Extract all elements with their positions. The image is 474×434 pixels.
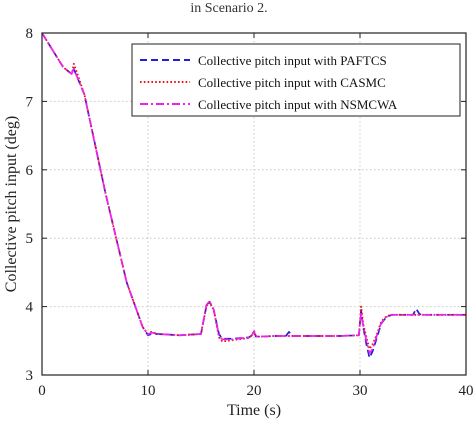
x-tick-label: 20 bbox=[247, 383, 262, 399]
legend-entry-3: Collective pitch input with NSMCWA bbox=[198, 97, 398, 112]
y-tick-label: 4 bbox=[26, 300, 34, 316]
legend-box bbox=[131, 43, 461, 117]
series-line-3 bbox=[41, 32, 466, 354]
legend-entry-2: Collective pitch input with CASMC bbox=[198, 75, 386, 90]
axis-ticks: 0 10 20 30 40 3 4 5 6 7 8 bbox=[26, 26, 474, 399]
y-tick-label: 3 bbox=[26, 368, 34, 384]
y-axis-label: Collective pitch input (deg) bbox=[3, 116, 20, 292]
y-tick-label: 8 bbox=[26, 26, 34, 42]
series-lines bbox=[41, 32, 466, 359]
legend: Collective pitch input with PAFTCS Collec… bbox=[131, 43, 461, 117]
legend-entry-1: Collective pitch input with PAFTCS bbox=[198, 53, 387, 68]
y-tick-label: 6 bbox=[26, 163, 34, 179]
y-tick-label: 5 bbox=[26, 231, 34, 247]
y-tick-label: 7 bbox=[26, 94, 34, 110]
x-tick-label: 0 bbox=[38, 383, 46, 399]
x-tick-label: 40 bbox=[459, 383, 474, 399]
x-axis-label: Time (s) bbox=[227, 402, 281, 419]
x-tick-label: 10 bbox=[141, 383, 156, 399]
figure-caption: in Scenario 2. bbox=[190, 1, 267, 16]
x-tick-label: 30 bbox=[353, 383, 368, 399]
